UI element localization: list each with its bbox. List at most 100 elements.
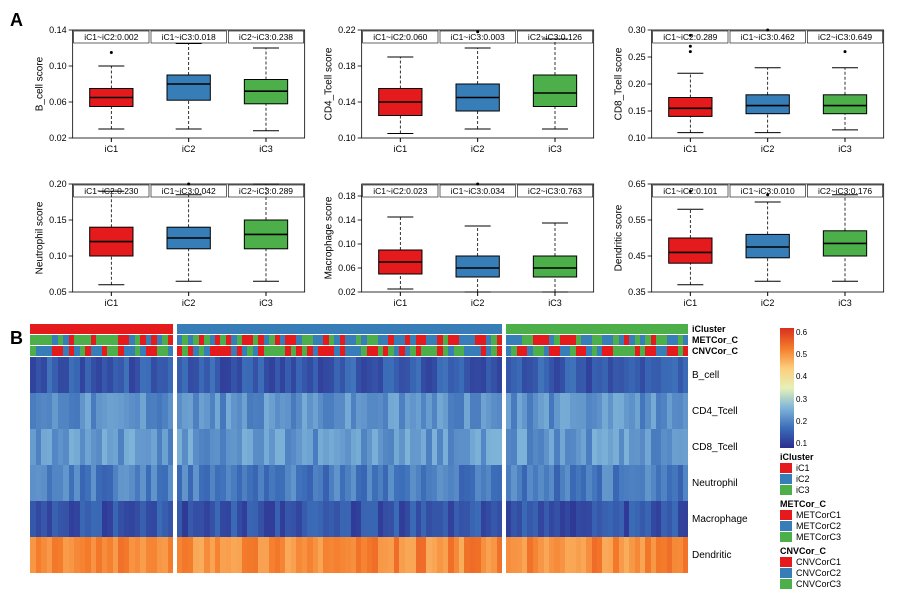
annotation-label-icluster: iCluster <box>692 324 772 334</box>
heatmap-row-labels: iClusterMETCor_CCNVCor_CB_cellCD4_TcellC… <box>692 324 772 590</box>
annotation-row-cnvcor_c <box>30 346 688 356</box>
annotation-label-cnvcor_c: CNVCor_C <box>692 346 772 356</box>
legend-swatch <box>780 568 792 578</box>
svg-text:0.30: 0.30 <box>628 25 646 35</box>
svg-text:0.10: 0.10 <box>49 251 67 261</box>
heatmap-row-label: Macrophage <box>692 501 772 537</box>
heatmap-row-label: Neutrophil <box>692 465 772 501</box>
svg-text:iC2: iC2 <box>182 298 196 308</box>
svg-text:0.65: 0.65 <box>628 179 646 189</box>
svg-text:iC1: iC1 <box>105 144 119 154</box>
legend-title: METCor_C <box>780 499 890 509</box>
svg-text:iC3: iC3 <box>549 298 563 308</box>
svg-text:Dendritic score: Dendritic score <box>613 204 624 271</box>
svg-text:iC2: iC2 <box>761 144 775 154</box>
svg-text:0.14: 0.14 <box>338 215 356 225</box>
legend-item: iC3 <box>780 485 890 495</box>
svg-text:iC2~iC3:0.126: iC2~iC3:0.126 <box>528 32 582 42</box>
svg-text:0.10: 0.10 <box>49 61 67 71</box>
legend-item: CNVCorC1 <box>780 557 890 567</box>
svg-text:0.20: 0.20 <box>49 179 67 189</box>
svg-text:iC1~iC3:0.462: iC1~iC3:0.462 <box>740 32 794 42</box>
svg-text:iC2: iC2 <box>182 144 196 154</box>
svg-text:0.15: 0.15 <box>628 106 646 116</box>
boxplot-cd4-tcell-score: 0.10 0.14 0.18 0.22 CD4_Tcell score iC1~iC2:0… <box>319 10 600 160</box>
boxplot-neutrophil-score: 0.050.100.150.20Neutrophil scoreiC1~iC2:… <box>30 164 311 314</box>
svg-text:iC2: iC2 <box>471 298 485 308</box>
svg-text:iC3: iC3 <box>259 144 273 154</box>
annotation-row-metcor_c <box>30 335 688 345</box>
svg-text:0.06: 0.06 <box>49 97 67 107</box>
svg-text:0.20: 0.20 <box>628 79 646 89</box>
legend-title: iCluster <box>780 452 890 462</box>
svg-text:0.14: 0.14 <box>338 97 356 107</box>
svg-text:iC3: iC3 <box>549 144 563 154</box>
svg-text:0.10: 0.10 <box>628 133 646 143</box>
svg-text:iC2~iC3:0.763: iC2~iC3:0.763 <box>528 186 582 196</box>
svg-text:iC1: iC1 <box>683 298 697 308</box>
legend-swatch <box>780 510 792 520</box>
svg-text:iC1~iC2:0.023: iC1~iC2:0.023 <box>374 186 428 196</box>
svg-text:iC1~iC3:0.034: iC1~iC3:0.034 <box>451 186 505 196</box>
legend-swatch <box>780 521 792 531</box>
svg-text:0.15: 0.15 <box>49 215 67 225</box>
heatmap-body <box>30 357 688 573</box>
legend-item: METCorC2 <box>780 521 890 531</box>
colorbar: 0.60.50.40.30.20.1 <box>780 328 794 448</box>
boxplot-dendritic-score: 0.350.450.550.65Dendritic scoreiC1~iC2:0… <box>609 164 890 314</box>
svg-text:0.02: 0.02 <box>49 133 67 143</box>
svg-text:iC1: iC1 <box>394 298 408 308</box>
svg-text:iC2~iC3:0.649: iC2~iC3:0.649 <box>818 32 872 42</box>
svg-text:0.22: 0.22 <box>338 25 356 35</box>
svg-text:iC1: iC1 <box>394 144 408 154</box>
legend-item: iC1 <box>780 463 890 473</box>
svg-text:0.18: 0.18 <box>338 191 356 201</box>
heatmap-row-label: CD4_Tcell <box>692 393 772 429</box>
boxplot-macrophage-score: 0.020.060.100.140.18Macrophage scoreiC1~… <box>319 164 600 314</box>
legend-swatch <box>780 463 792 473</box>
svg-text:0.14: 0.14 <box>49 25 67 35</box>
legend-item: CNVCorC3 <box>780 579 890 589</box>
svg-text:0.25: 0.25 <box>628 52 646 62</box>
legend-item: METCorC3 <box>780 532 890 542</box>
svg-text:0.05: 0.05 <box>49 287 67 297</box>
svg-text:Macrophage score: Macrophage score <box>324 196 335 279</box>
heatmap-row-label: B_cell <box>692 357 772 393</box>
svg-text:iC1~iC3:0.018: iC1~iC3:0.018 <box>162 32 216 42</box>
legend-item: CNVCorC2 <box>780 568 890 578</box>
svg-text:0.10: 0.10 <box>338 133 356 143</box>
svg-text:0.06: 0.06 <box>338 263 356 273</box>
legend-title: CNVCor_C <box>780 546 890 556</box>
svg-text:iC1: iC1 <box>105 298 119 308</box>
legend-swatch <box>780 532 792 542</box>
svg-text:0.35: 0.35 <box>628 287 646 297</box>
panel-a-grid: 0.02 0.06 0.10 0.14 B_cell score iC1~iC2:0.00… <box>30 10 890 314</box>
panel-a-label: A <box>10 10 23 31</box>
svg-text:iC2: iC2 <box>471 144 485 154</box>
svg-text:0.10: 0.10 <box>338 239 356 249</box>
heatmap-row-label: Dendritic <box>692 537 772 573</box>
svg-text:iC2~iC3:0.238: iC2~iC3:0.238 <box>239 32 293 42</box>
panel-b-label: B <box>10 328 23 349</box>
svg-text:iC3: iC3 <box>838 144 852 154</box>
svg-text:iC1~iC3:0.003: iC1~iC3:0.003 <box>451 32 505 42</box>
svg-text:0.18: 0.18 <box>338 61 356 71</box>
svg-text:iC1~iC2:0.002: iC1~iC2:0.002 <box>84 32 138 42</box>
annotation-label-metcor_c: METCor_C <box>692 335 772 345</box>
heatmap-row-label: CD8_Tcell <box>692 429 772 465</box>
svg-text:iC2: iC2 <box>761 298 775 308</box>
svg-text:CD8_Tcell score: CD8_Tcell score <box>613 47 624 120</box>
svg-text:iC3: iC3 <box>838 298 852 308</box>
annotation-row-icluster <box>30 324 688 334</box>
legend-area: 0.60.50.40.30.20.1 iClusteriC1iC2iC3 METCo… <box>780 324 890 590</box>
svg-text:iC1~iC2:0.060: iC1~iC2:0.060 <box>374 32 428 42</box>
svg-text:B_cell score: B_cell score <box>35 56 46 111</box>
legend-swatch <box>780 557 792 567</box>
svg-text:0.55: 0.55 <box>628 215 646 225</box>
heatmap-area <box>30 324 688 590</box>
legend-swatch <box>780 474 792 484</box>
svg-text:iC3: iC3 <box>259 298 273 308</box>
legend-item: iC2 <box>780 474 890 484</box>
svg-text:CD4_Tcell score: CD4_Tcell score <box>324 47 335 120</box>
svg-text:0.45: 0.45 <box>628 251 646 261</box>
